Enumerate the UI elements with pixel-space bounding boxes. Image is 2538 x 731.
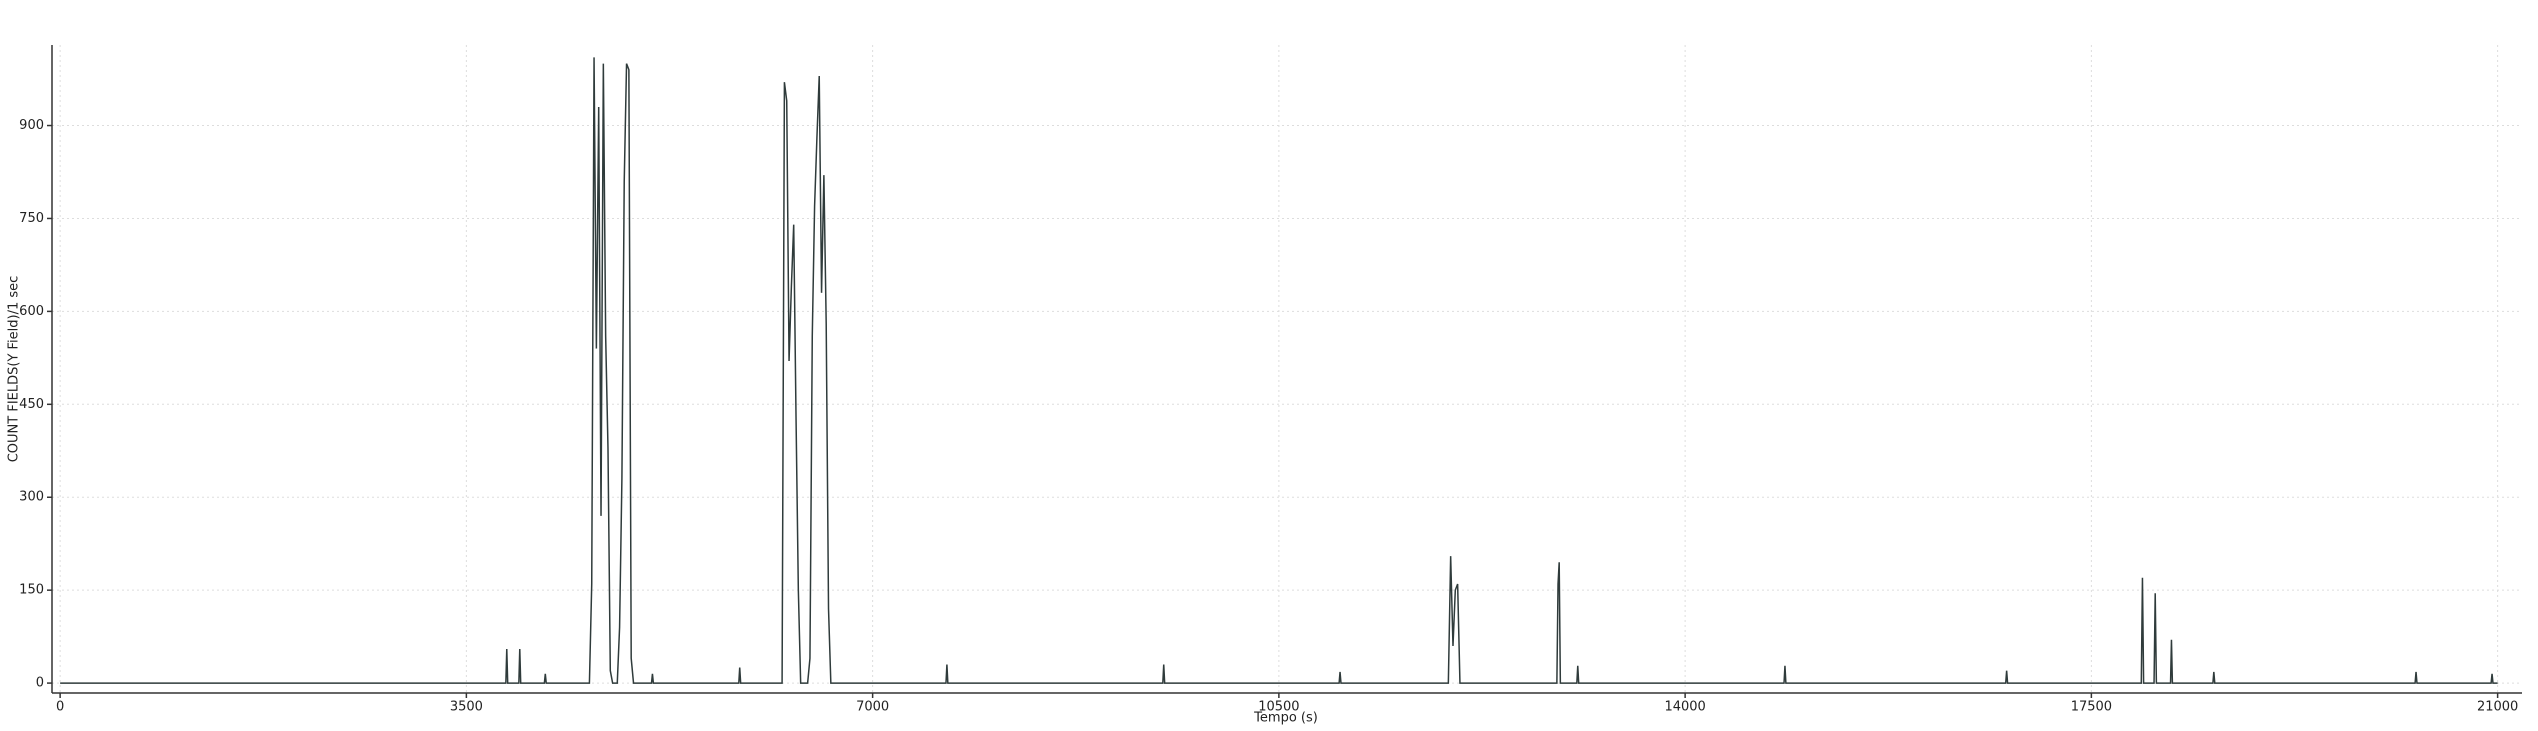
y-tick-label: 300: [19, 490, 44, 505]
x-tick-label: 17500: [2071, 700, 2112, 715]
x-tick-label: 14000: [1664, 700, 1705, 715]
y-tick-label: 600: [19, 304, 44, 319]
y-tick-label: 150: [19, 583, 44, 598]
y-tick-label: 450: [19, 397, 44, 412]
y-axis-label: COUNT FIELDS(Y Field)/1 sec: [7, 276, 22, 463]
y-tick-label: 0: [36, 676, 44, 691]
x-tick-label: 10500: [1258, 700, 1299, 715]
x-tick-label: 7000: [856, 700, 889, 715]
y-tick-label: 900: [19, 118, 44, 133]
y-tick-label: 750: [19, 211, 44, 226]
x-tick-label: 21000: [2477, 700, 2518, 715]
x-axis-label: Tempo (s): [1253, 711, 1318, 726]
x-tick-label: 0: [56, 700, 64, 715]
series-line: [60, 57, 2498, 684]
x-tick-label: 3500: [450, 700, 483, 715]
